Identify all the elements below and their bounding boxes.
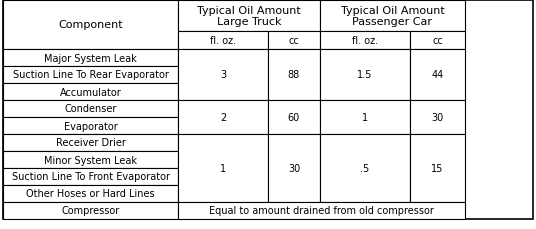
Bar [3, 1, 178, 50]
Text: 88: 88 [288, 70, 300, 80]
Text: cc: cc [288, 36, 300, 46]
Text: Suction Line To Rear Evaporator: Suction Line To Rear Evaporator [12, 70, 168, 80]
Bar [268, 134, 320, 202]
Text: cc: cc [432, 36, 443, 46]
Text: 2: 2 [220, 112, 226, 123]
Text: 1: 1 [362, 112, 368, 123]
Bar [178, 101, 268, 134]
Bar [320, 1, 465, 32]
Text: Component: Component [58, 20, 123, 30]
Bar [268, 101, 320, 134]
Bar [268, 32, 320, 50]
Bar [178, 32, 268, 50]
Bar [3, 50, 178, 67]
Bar [3, 134, 178, 151]
Bar [178, 1, 320, 32]
Text: Condenser: Condenser [64, 104, 117, 114]
Bar [3, 185, 178, 202]
Text: 44: 44 [431, 70, 444, 80]
Bar [320, 32, 410, 50]
Text: Minor System Leak: Minor System Leak [44, 155, 137, 165]
Bar [3, 202, 178, 219]
Text: Major System Leak: Major System Leak [44, 53, 137, 63]
Text: 30: 30 [431, 112, 444, 123]
Bar [178, 134, 268, 202]
Bar [268, 50, 320, 101]
Bar [320, 50, 410, 101]
Text: Compressor: Compressor [62, 206, 120, 215]
Bar [3, 84, 178, 101]
Text: 1.5: 1.5 [358, 70, 373, 80]
Text: Typical Oil Amount
Large Truck: Typical Oil Amount Large Truck [197, 6, 301, 27]
Text: fl. oz.: fl. oz. [210, 36, 236, 46]
Text: Suction Line To Front Evaporator: Suction Line To Front Evaporator [11, 172, 169, 182]
Bar [410, 32, 465, 50]
Bar [320, 101, 410, 134]
Text: 60: 60 [288, 112, 300, 123]
Text: Equal to amount drained from old compressor: Equal to amount drained from old compres… [209, 206, 434, 215]
Bar [3, 101, 178, 117]
Text: .5: .5 [360, 163, 370, 173]
Text: fl. oz.: fl. oz. [352, 36, 378, 46]
Bar [320, 134, 410, 202]
Bar [3, 67, 178, 84]
Text: Other Hoses or Hard Lines: Other Hoses or Hard Lines [26, 189, 155, 199]
Bar [410, 134, 465, 202]
Bar [410, 50, 465, 101]
Bar [3, 151, 178, 168]
Text: 15: 15 [431, 163, 444, 173]
Text: 1: 1 [220, 163, 226, 173]
Text: Typical Oil Amount
Passenger Car: Typical Oil Amount Passenger Car [340, 6, 444, 27]
Bar [3, 168, 178, 185]
Bar [178, 202, 465, 219]
Text: Accumulator: Accumulator [59, 87, 121, 97]
Text: Receiver Drier: Receiver Drier [56, 138, 125, 148]
Bar [410, 101, 465, 134]
Text: Evaporator: Evaporator [64, 121, 117, 131]
Text: 3: 3 [220, 70, 226, 80]
Bar [178, 50, 268, 101]
Text: 30: 30 [288, 163, 300, 173]
Bar [3, 117, 178, 134]
